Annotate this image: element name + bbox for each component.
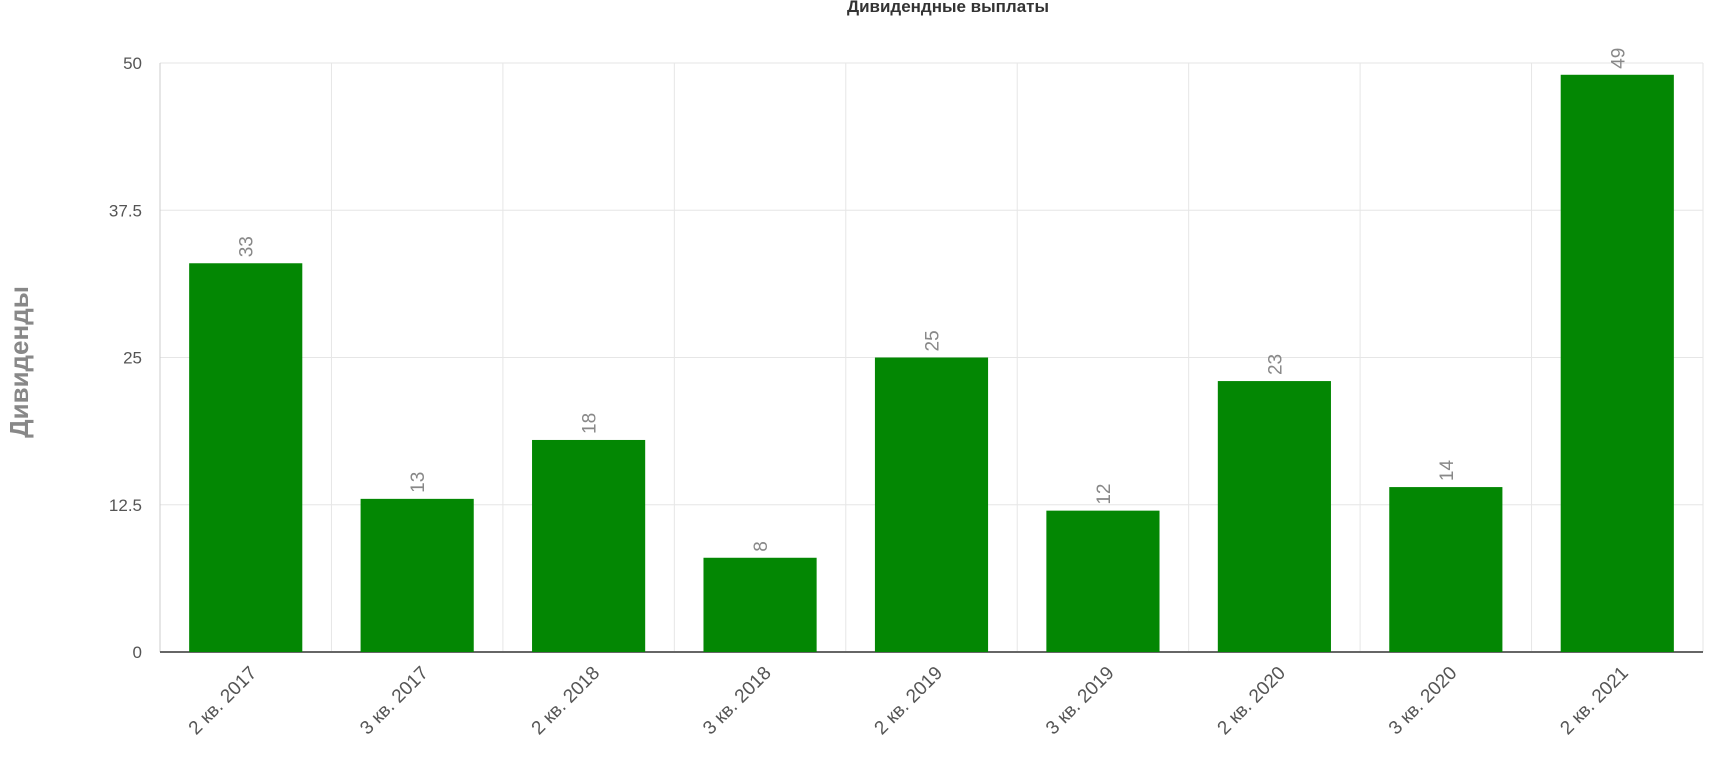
x-tick-label: 2 кв. 2020 (1214, 663, 1290, 739)
x-tick-label: 2 кв. 2018 (528, 663, 604, 739)
bar (1560, 74, 1674, 652)
value-label: 49 (1608, 48, 1629, 69)
bar (1046, 510, 1160, 652)
value-label: 25 (923, 330, 944, 351)
bar (189, 263, 303, 652)
x-tick-label: 3 кв. 2017 (356, 663, 432, 739)
value-label: 12 (1094, 483, 1115, 504)
y-axis-title: Дивиденды (4, 286, 34, 438)
chart-title: Дивидендные выплаты (847, 0, 1049, 16)
value-label: 23 (1265, 354, 1286, 375)
x-tick-label: 2 кв. 2021 (1556, 663, 1632, 739)
y-tick-label: 37.5 (109, 201, 142, 220)
value-label: 18 (580, 413, 601, 434)
bar (703, 557, 817, 652)
bar (360, 498, 474, 652)
value-label: 13 (408, 472, 429, 493)
y-tick-label: 12.5 (109, 496, 142, 515)
bar (874, 357, 989, 652)
x-tick-label: 3 кв. 2019 (1042, 663, 1118, 739)
x-tick-label: 3 кв. 2020 (1385, 663, 1461, 739)
bar (532, 439, 646, 652)
bar (1389, 487, 1503, 652)
value-label: 33 (237, 236, 258, 257)
value-label: 8 (751, 541, 772, 552)
value-label: 14 (1437, 460, 1458, 482)
y-tick-label: 0 (133, 643, 142, 662)
bar (1217, 381, 1331, 652)
x-tick-label: 2 кв. 2017 (185, 663, 261, 739)
y-tick-label: 25 (123, 349, 142, 368)
x-tick-label: 2 кв. 2019 (871, 663, 947, 739)
x-tick-label: 3 кв. 2018 (699, 663, 775, 739)
y-tick-label: 50 (123, 54, 142, 73)
